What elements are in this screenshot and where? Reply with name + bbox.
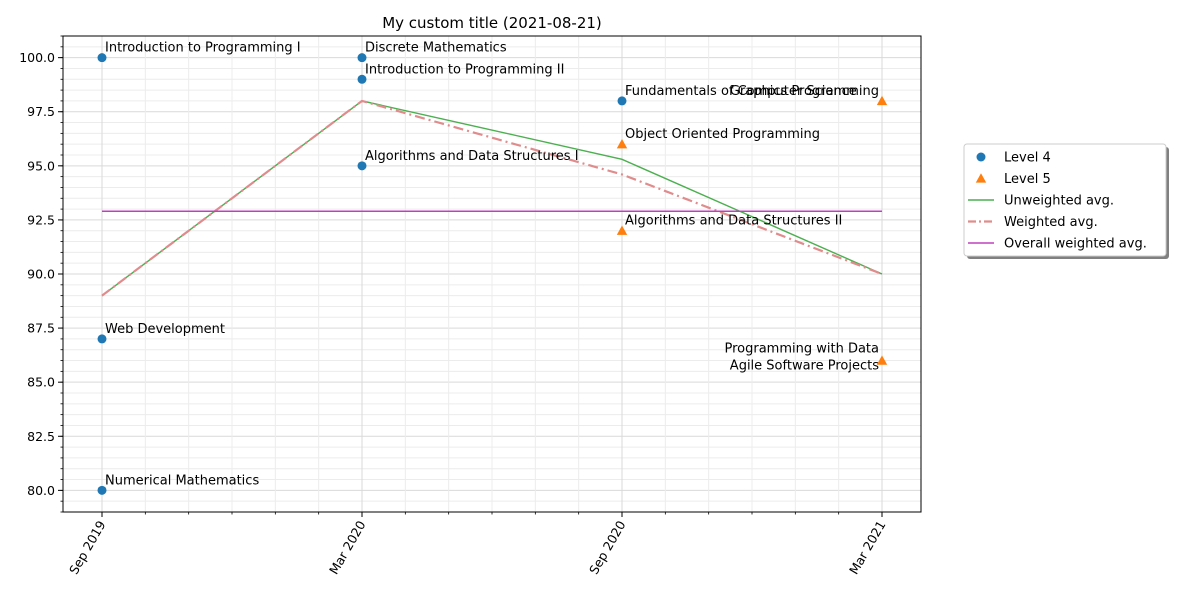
data-point [357,53,367,63]
data-point [357,161,367,171]
data-point [876,95,888,106]
data-point [616,138,628,149]
y-tick-label: 100.0 [19,50,55,65]
data-point [97,53,107,63]
grid [63,35,921,513]
legend-label: Weighted avg. [1004,215,1098,230]
legend-marker [976,152,986,162]
point-label: Discrete Mathematics [365,41,507,56]
point-label: Object Oriented Programming [625,127,820,142]
point-label: Numerical Mathematics [105,473,259,488]
series-line [101,99,883,297]
data-point [97,334,107,344]
chart-title: My custom title (2021-08-21) [382,14,602,32]
data-point [357,74,367,84]
point-label: Graphics Programming [730,84,879,99]
point-label: Introduction to Programming II [365,62,564,77]
legend-label: Overall weighted avg. [1004,237,1147,252]
y-tick-label: 87.5 [27,321,55,336]
y-tick-label: 95.0 [27,158,55,173]
data-point [876,355,888,365]
point-label: Algorithms and Data Structures II [625,214,842,229]
series-lines [101,99,883,297]
y-tick-label: 82.5 [27,429,55,444]
legend-label: Level 5 [1004,172,1051,187]
legend-label: Unweighted avg. [1004,194,1114,209]
point-label: Algorithms and Data Structures I [365,149,579,164]
x-tick-label: Sep 2020 [586,518,629,577]
y-tick-label: 92.5 [27,212,55,227]
point-label: Fundamentals of Computer Science [625,84,857,99]
data-point [617,96,627,106]
y-tick-label: 90.0 [27,267,55,282]
x-tick-label: Sep 2019 [66,518,109,577]
x-tick-label: Mar 2020 [326,518,369,577]
legend-marker [975,173,987,183]
legend: Level 4 Level 5 Unweighted avg. Weighted av… [963,143,1169,259]
x-tick-label: Mar 2021 [846,518,889,577]
point-label: Introduction to Programming I [105,41,301,56]
series-markers [97,53,888,495]
point-label: Web Development [105,322,225,337]
y-tick-label: 97.5 [27,104,55,119]
legend-label: Level 4 [1004,151,1051,166]
data-point [97,485,107,495]
data-point [616,225,628,235]
point-label: Programming with Data [724,342,879,357]
y-tick-label: 80.0 [27,483,55,498]
legend-box [963,143,1167,257]
y-tick-label: 85.0 [27,375,55,390]
point-labels: Introduction to Programming I Web Develop… [105,41,879,489]
point-label: Agile Software Projects [730,359,879,374]
